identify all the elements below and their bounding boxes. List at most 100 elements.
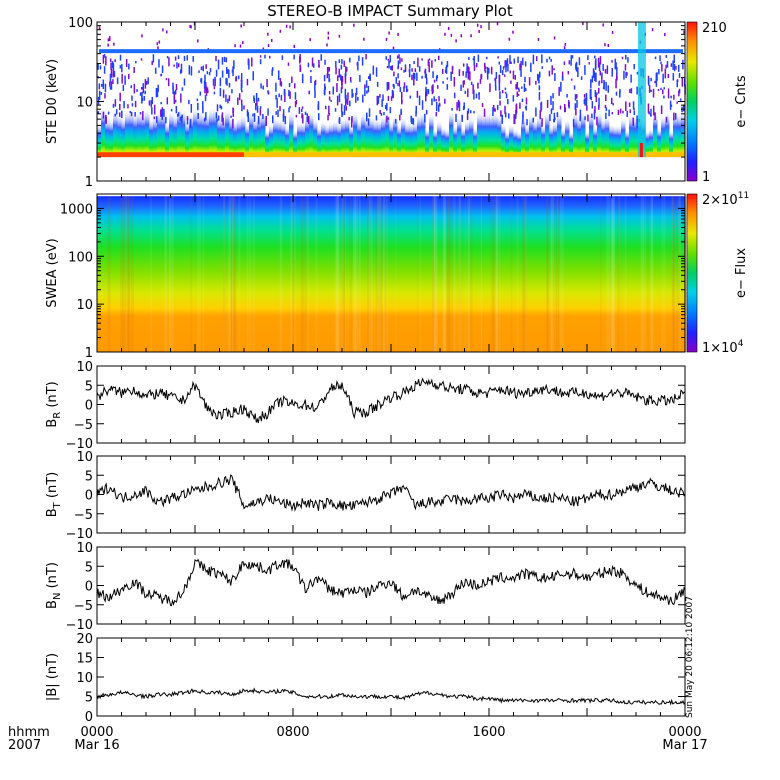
ste-count [530, 62, 532, 73]
ste-count [204, 87, 206, 94]
ste-count [349, 57, 351, 63]
swea-streak [684, 196, 688, 352]
ste-count [179, 69, 182, 74]
bn-ytick-label: 10 [76, 541, 93, 556]
swea-streak [246, 196, 249, 352]
swea-streak [253, 196, 255, 352]
ste-count [417, 57, 419, 68]
swea-streak [432, 196, 436, 352]
swea-streak [546, 196, 549, 352]
ste-count [616, 76, 618, 80]
ste-count [299, 54, 301, 63]
ste-count [400, 108, 402, 115]
ste-count [427, 89, 430, 95]
ste-column [605, 100, 610, 158]
ste-column [193, 89, 198, 158]
ste-count [507, 98, 509, 105]
ste-count [341, 59, 343, 64]
ste-count [133, 83, 136, 94]
ste-count [553, 36, 556, 40]
ste-count [522, 57, 524, 66]
ste-count [480, 25, 482, 29]
ste-count [271, 67, 274, 72]
bmag-series-line [96, 687, 686, 706]
ste-count [651, 28, 654, 32]
br-ytick-label: 5 [85, 379, 93, 394]
ste-count [505, 66, 507, 73]
ste-count [535, 107, 537, 117]
ste-count [428, 65, 430, 73]
swea-streak [550, 196, 553, 352]
ste-count [632, 101, 635, 110]
ste-count [413, 79, 415, 86]
ste-count [318, 59, 320, 68]
ste-column [621, 103, 626, 158]
ste-count [496, 104, 499, 111]
ste-column [329, 108, 334, 158]
ste-count [279, 29, 282, 33]
ste-count [424, 70, 426, 74]
swea-streak [434, 196, 436, 352]
ste-count [678, 73, 681, 78]
bn-ytick-label: −10 [66, 618, 93, 633]
ste-count [570, 60, 572, 66]
ste-count [175, 105, 178, 114]
ste-count [241, 104, 243, 112]
ste-count [584, 65, 586, 75]
ste-column [405, 109, 410, 158]
ste-count [614, 64, 617, 70]
swea-streak [238, 196, 241, 352]
ste-count [358, 55, 360, 62]
ste-count [235, 77, 237, 82]
ste-column [485, 95, 490, 158]
ste-count [427, 59, 430, 66]
ste-count [553, 68, 555, 71]
ste-count [590, 88, 592, 97]
ste-count [209, 68, 212, 73]
swea-ytick-label: 10 [76, 298, 93, 313]
ste-count [107, 111, 110, 115]
ste-count [345, 106, 348, 111]
ste-count [165, 30, 168, 34]
swea-streak [358, 196, 361, 352]
ste-count [174, 56, 177, 61]
ste-count [163, 108, 165, 117]
ste-count [513, 114, 515, 125]
ste-column [477, 95, 482, 158]
ste-colorbar-max: 210 [702, 21, 727, 36]
swea-streak [671, 196, 675, 352]
ste-count [177, 63, 180, 68]
ste-count [188, 99, 190, 105]
swea-streak [169, 196, 171, 352]
swea-streak [510, 196, 513, 352]
ste-column [497, 98, 502, 158]
ste-count [441, 61, 443, 65]
ste-count [467, 88, 469, 97]
ste-count [114, 113, 116, 117]
ste-count [391, 65, 394, 71]
swea-streak [367, 196, 369, 352]
ste-count [213, 91, 216, 95]
ste-count [268, 55, 271, 59]
swea-streak [230, 196, 233, 352]
swea-ylabel: SWEA (eV) [45, 238, 60, 307]
ste-count [535, 56, 538, 62]
ste-count [148, 100, 151, 106]
ste-column [301, 109, 306, 158]
swea-streak [334, 196, 338, 352]
ste-count [324, 83, 326, 92]
ste-count [442, 81, 444, 84]
ste-count [458, 69, 461, 77]
ste-count [591, 113, 593, 119]
ste-count [553, 118, 555, 123]
ste-count [584, 116, 586, 121]
ste-count [550, 58, 552, 62]
ste-count [605, 107, 608, 112]
ste-count [636, 86, 638, 95]
ste-count [433, 79, 436, 83]
ste-count [267, 32, 269, 36]
ste-count [403, 82, 406, 89]
ste-count [607, 43, 610, 47]
ste-column [117, 97, 122, 158]
ste-count [119, 103, 121, 111]
